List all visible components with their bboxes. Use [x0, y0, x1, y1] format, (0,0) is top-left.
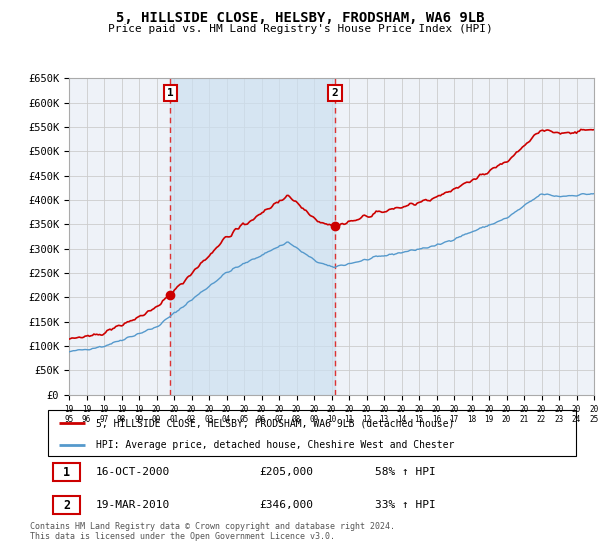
Text: £346,000: £346,000 — [259, 500, 313, 510]
Text: 2: 2 — [63, 498, 70, 512]
Bar — [53, 463, 80, 481]
Text: HPI: Average price, detached house, Cheshire West and Chester: HPI: Average price, detached house, Ches… — [95, 440, 454, 450]
Bar — [53, 496, 80, 514]
Text: 1: 1 — [63, 465, 70, 479]
Text: £205,000: £205,000 — [259, 467, 313, 477]
Bar — [170, 78, 335, 395]
Text: 58% ↑ HPI: 58% ↑ HPI — [376, 467, 436, 477]
Text: Contains HM Land Registry data © Crown copyright and database right 2024.
This d: Contains HM Land Registry data © Crown c… — [30, 522, 395, 542]
Text: 5, HILLSIDE CLOSE, HELSBY, FRODSHAM, WA6 9LB: 5, HILLSIDE CLOSE, HELSBY, FRODSHAM, WA6… — [116, 11, 484, 25]
Text: 19-MAR-2010: 19-MAR-2010 — [95, 500, 170, 510]
Text: 1: 1 — [167, 88, 173, 98]
Text: 16-OCT-2000: 16-OCT-2000 — [95, 467, 170, 477]
Text: Price paid vs. HM Land Registry's House Price Index (HPI): Price paid vs. HM Land Registry's House … — [107, 24, 493, 34]
Text: 5, HILLSIDE CLOSE, HELSBY, FRODSHAM, WA6 9LB (detached house): 5, HILLSIDE CLOSE, HELSBY, FRODSHAM, WA6… — [95, 418, 454, 428]
Text: 33% ↑ HPI: 33% ↑ HPI — [376, 500, 436, 510]
Text: 2: 2 — [332, 88, 338, 98]
